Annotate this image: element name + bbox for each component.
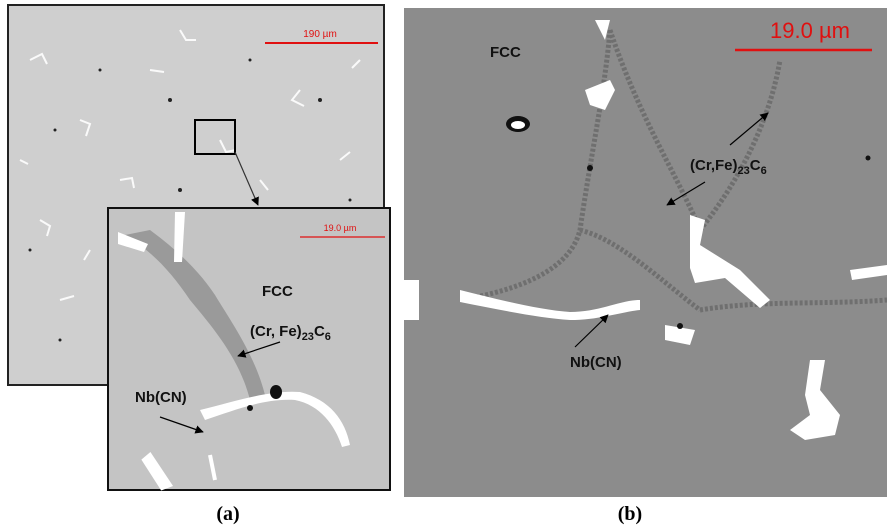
scale-label: 190 µm — [303, 29, 337, 40]
inset — [108, 208, 390, 490]
label-sub: 6 — [325, 331, 331, 343]
phase-label: FCC — [490, 44, 521, 61]
label-sub: 23 — [302, 331, 314, 343]
caption: (a) — [216, 503, 239, 525]
micrograph-b — [404, 8, 887, 497]
phase-label: FCC — [262, 283, 293, 300]
label-part: (Cr,Fe) — [690, 157, 738, 174]
label-sub: 23 — [738, 165, 750, 177]
label-part: (Cr, Fe) — [250, 323, 302, 340]
phase-label: Nb(CN) — [135, 389, 187, 406]
scale-label: 19.0 µm — [770, 18, 850, 43]
phase-label: Nb(CN) — [570, 354, 622, 371]
label-sub: 6 — [761, 165, 767, 177]
caption: (b) — [618, 503, 642, 525]
label-part: C — [314, 323, 325, 340]
figure: 190 µm 19.0 µm FCC (Cr, Fe)23C6 Nb(CN) (… — [0, 0, 887, 528]
scale-label: 19.0 µm — [324, 223, 357, 233]
label-part: C — [750, 157, 761, 174]
